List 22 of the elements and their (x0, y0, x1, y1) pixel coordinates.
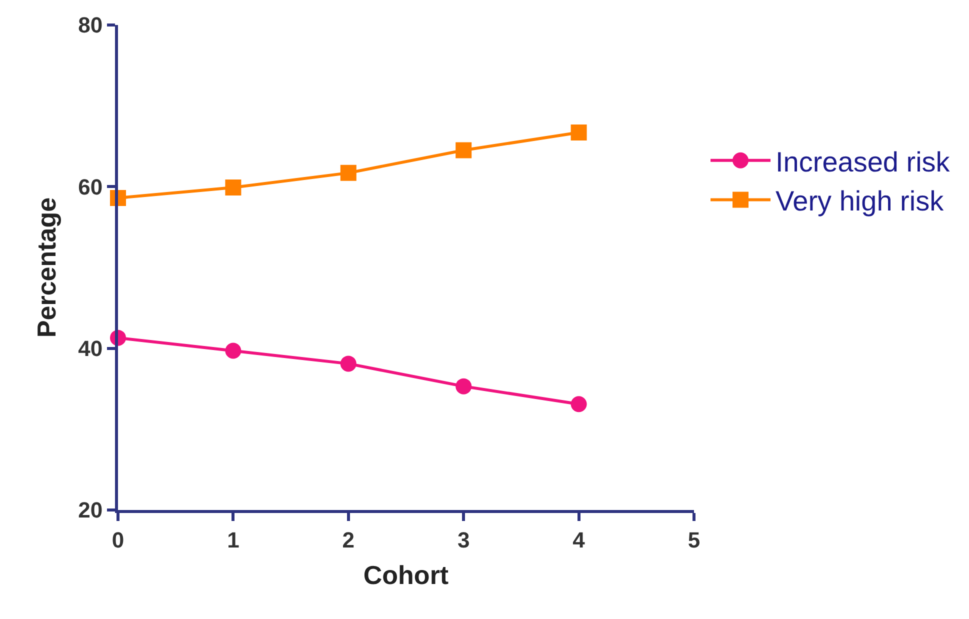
legend-label: Increased risk (776, 146, 951, 178)
point (456, 142, 472, 158)
y-axis-title: Percentage (32, 197, 62, 338)
point (340, 164, 356, 181)
x-tick-label: 0 (112, 527, 124, 552)
x-tick-label: 4 (572, 527, 586, 552)
y-tick-label: 20 (78, 498, 103, 523)
x-tick-label: 5 (688, 527, 700, 552)
point (225, 179, 242, 196)
point (225, 342, 242, 359)
point (570, 396, 587, 412)
x-tick-label: 2 (342, 527, 355, 552)
point (340, 356, 356, 372)
point (456, 378, 472, 394)
x-tick-label: 1 (227, 527, 240, 552)
x-axis-title: Cohort (363, 560, 449, 590)
point (570, 124, 587, 141)
y-tick-label: 80 (78, 12, 103, 38)
x-tick-label: 3 (457, 527, 470, 552)
y-tick-label: 60 (78, 174, 103, 200)
y-tick-label: 40 (78, 336, 103, 362)
legend-label: Very high risk (776, 186, 945, 217)
